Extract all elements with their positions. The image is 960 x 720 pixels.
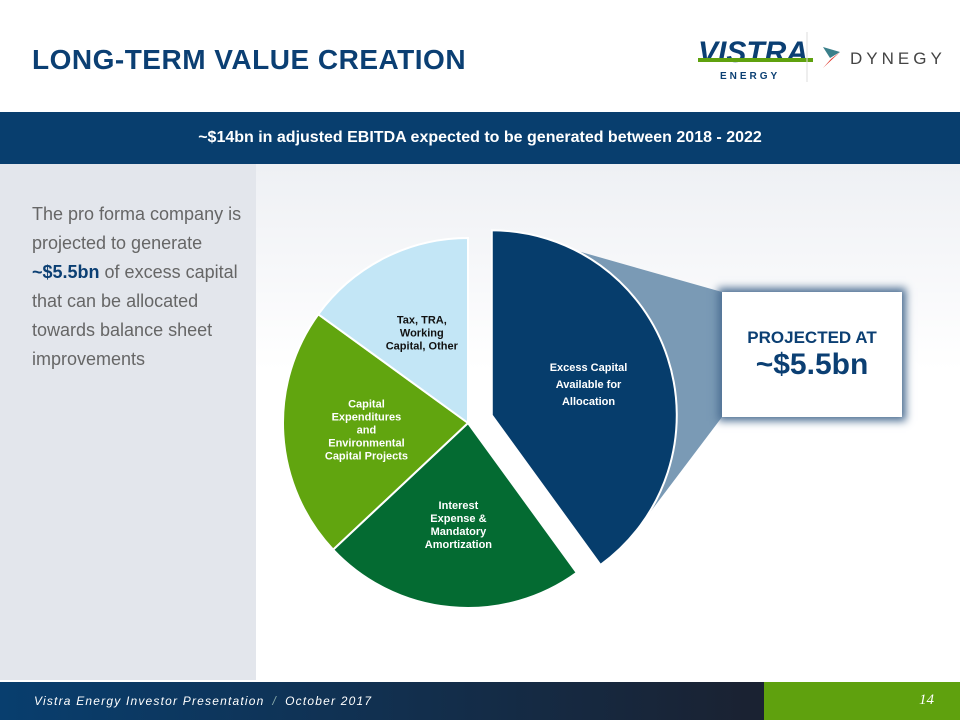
svg-text:ENERGY: ENERGY	[720, 71, 780, 82]
footer-presentation: Vistra Energy Investor Presentation	[34, 694, 265, 708]
pie-slice	[316, 236, 469, 425]
page-number: 14	[919, 692, 934, 708]
sidebar-text: The pro forma company is projected to ge…	[32, 204, 242, 369]
highlight-value: ~$5.5bn	[32, 262, 100, 282]
footer: Vistra Energy Investor Presentation / Octo…	[0, 682, 960, 720]
headline-banner: ~$14bn in adjusted EBITDA expected to be…	[0, 112, 960, 164]
slice-label: Tax, TRA, Working Capital, Other	[386, 314, 459, 352]
slice-label: Interest Expense & Mandatory Amortization	[425, 500, 493, 551]
pie-slice	[331, 421, 579, 609]
pie-slice	[490, 229, 678, 567]
slice-label: Excess Capital Available for Allocation	[550, 362, 628, 408]
page-title: LONG-TERM VALUE CREATION	[32, 44, 467, 75]
svg-text:DYNEGY: DYNEGY	[850, 49, 946, 68]
vistra-energy-logo: VISTRA ENERGY	[698, 36, 813, 82]
dynegy-logo: DYNEGY	[823, 47, 946, 68]
callout-label: PROJECTED AT	[747, 328, 877, 347]
logos: VISTRA ENERGY DYNEGY	[698, 32, 946, 82]
footer-date: October 2017	[285, 694, 373, 708]
slice-label: Capital Expenditures and Environmental Capit…	[325, 398, 408, 462]
callout-value: ~$5.5bn	[755, 348, 869, 381]
sidebar-panel	[0, 164, 256, 680]
svg-text:VISTRA: VISTRA	[698, 36, 808, 69]
pie-slice	[282, 312, 470, 552]
callout-box: PROJECTED AT ~$5.5bn	[722, 292, 902, 417]
